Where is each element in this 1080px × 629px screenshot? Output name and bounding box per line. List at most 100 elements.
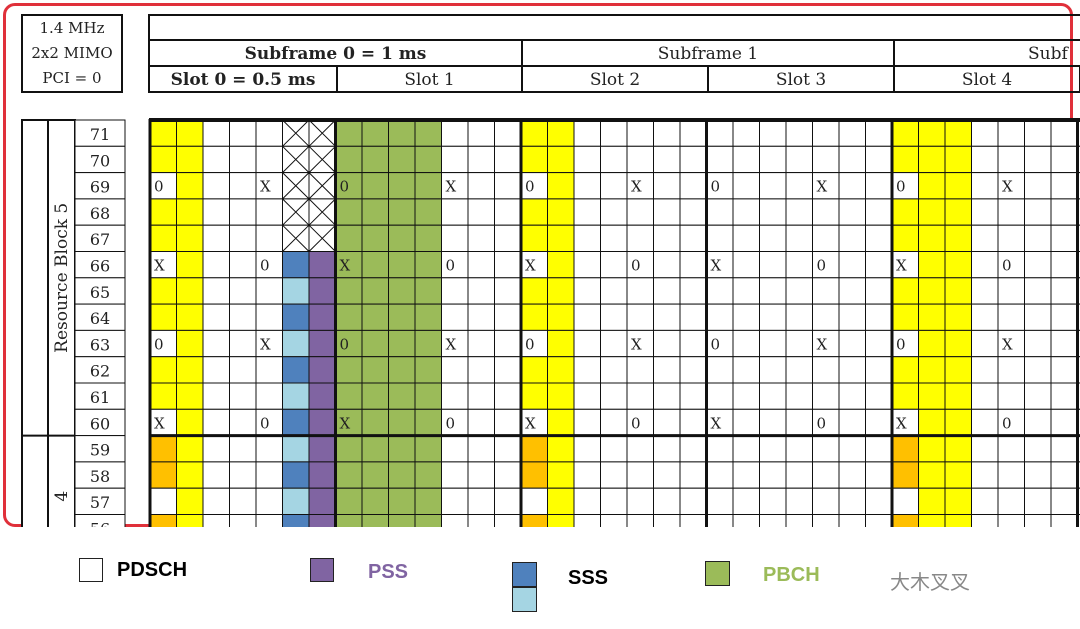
re-cell bbox=[918, 487, 946, 516]
re-cell bbox=[812, 303, 840, 331]
re-cell bbox=[202, 487, 230, 516]
re-cell bbox=[812, 435, 840, 463]
re-cell bbox=[812, 224, 840, 252]
re-cell bbox=[626, 514, 654, 527]
re-cell bbox=[891, 277, 919, 305]
re-cell bbox=[944, 277, 972, 305]
re-cell bbox=[600, 198, 628, 226]
re-cell bbox=[149, 145, 177, 174]
subcarrier-cell bbox=[74, 172, 126, 200]
re-cell bbox=[838, 514, 866, 527]
re-cell bbox=[149, 303, 177, 331]
re-cell bbox=[388, 514, 416, 527]
reserved-cross bbox=[282, 172, 310, 200]
re-cell bbox=[441, 435, 469, 463]
re-cell bbox=[1024, 172, 1052, 200]
re-cell bbox=[971, 382, 999, 410]
re-cell bbox=[229, 145, 257, 174]
re-cell bbox=[1024, 514, 1052, 527]
re-cell bbox=[335, 277, 363, 305]
re-cell bbox=[626, 224, 654, 252]
re-cell bbox=[838, 119, 866, 147]
re-cell bbox=[202, 356, 230, 384]
re-cell bbox=[865, 435, 893, 463]
re-cell bbox=[520, 461, 548, 489]
re-cell bbox=[361, 356, 389, 384]
re-cell bbox=[520, 145, 548, 174]
re-cell bbox=[997, 303, 1025, 331]
config-box: 1.4 MHz 2x2 MIMO PCI = 0 bbox=[21, 14, 123, 93]
crs-x-marker: X bbox=[1002, 178, 1013, 196]
re-cell bbox=[679, 145, 707, 174]
re-cell bbox=[573, 408, 601, 437]
re-cell bbox=[229, 329, 257, 358]
re-cell bbox=[229, 461, 257, 489]
crs-x-marker: X bbox=[154, 414, 165, 432]
re-cell bbox=[971, 514, 999, 527]
re-cell bbox=[785, 382, 813, 410]
re-cell bbox=[918, 119, 946, 147]
re-cell bbox=[229, 251, 257, 279]
re-cell bbox=[944, 224, 972, 252]
re-cell bbox=[600, 356, 628, 384]
re-cell bbox=[494, 382, 522, 410]
re-cell bbox=[414, 251, 442, 279]
re-cell bbox=[944, 382, 972, 410]
re-cell bbox=[918, 303, 946, 331]
re-cell bbox=[600, 408, 628, 437]
re-cell bbox=[679, 198, 707, 226]
re-cell bbox=[626, 119, 654, 147]
re-cell bbox=[414, 408, 442, 437]
subcarrier-label: 61 bbox=[90, 388, 110, 407]
re-cell bbox=[494, 145, 522, 174]
re-cell bbox=[732, 487, 760, 516]
re-cell bbox=[229, 356, 257, 384]
re-cell bbox=[494, 119, 522, 147]
re-cell bbox=[706, 461, 734, 489]
re-cell bbox=[679, 356, 707, 384]
re-cell bbox=[971, 198, 999, 226]
re-cell bbox=[706, 514, 734, 527]
re-cell bbox=[679, 172, 707, 200]
re-cell bbox=[176, 514, 204, 527]
re-cell bbox=[414, 303, 442, 331]
subcarrier-label: 65 bbox=[90, 283, 110, 302]
re-cell bbox=[149, 487, 177, 516]
re-cell bbox=[759, 119, 787, 147]
re-cell bbox=[997, 198, 1025, 226]
bandwidth-label: 1.4 MHz bbox=[39, 19, 105, 37]
re-cell bbox=[361, 303, 389, 331]
reserved-cross bbox=[308, 119, 336, 147]
re-cell bbox=[679, 382, 707, 410]
re-cell bbox=[653, 303, 681, 331]
re-cell bbox=[679, 251, 707, 279]
re-cell bbox=[706, 198, 734, 226]
crs-zero-marker: 0 bbox=[711, 178, 721, 196]
legend-sss-light-swatch bbox=[512, 587, 537, 612]
re-cell bbox=[891, 435, 919, 463]
crs-zero-marker: 0 bbox=[896, 178, 906, 196]
re-cell bbox=[520, 514, 548, 527]
re-cell bbox=[653, 172, 681, 200]
re-cell bbox=[679, 514, 707, 527]
re-cell bbox=[706, 356, 734, 384]
re-cell bbox=[494, 356, 522, 384]
re-cell bbox=[679, 408, 707, 437]
re-cell bbox=[520, 119, 548, 147]
re-cell bbox=[971, 277, 999, 305]
crs-zero-marker: 0 bbox=[340, 335, 350, 353]
re-cell bbox=[626, 356, 654, 384]
crs-zero-marker: 0 bbox=[446, 257, 456, 275]
re-cell bbox=[441, 172, 469, 200]
subcarrier-label: 57 bbox=[90, 493, 110, 512]
re-cell bbox=[997, 487, 1025, 516]
re-cell bbox=[600, 303, 628, 331]
re-cell bbox=[202, 119, 230, 147]
subcarrier-cell bbox=[74, 224, 126, 252]
re-cell bbox=[414, 224, 442, 252]
re-cell bbox=[891, 382, 919, 410]
re-cell bbox=[573, 119, 601, 147]
crs-zero-marker: 0 bbox=[525, 335, 535, 353]
re-cell bbox=[759, 461, 787, 489]
re-cell bbox=[944, 461, 972, 489]
